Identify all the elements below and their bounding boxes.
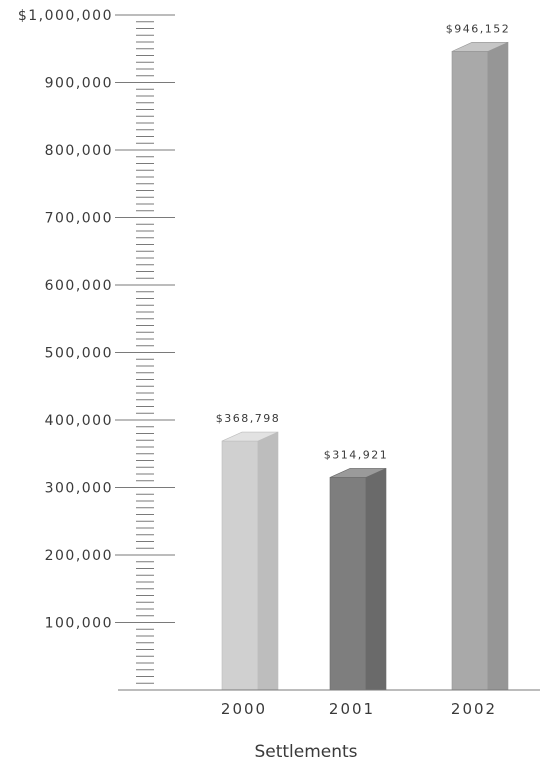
bar-front [329,477,367,691]
bar-2002 [451,41,509,691]
bar-side [257,431,279,691]
bar-value-label: $368,798 [216,412,281,425]
bar-2000 [221,431,279,691]
bar-top [451,42,509,52]
y-tick-label: $1,000,000 [18,8,113,24]
bars [221,41,509,691]
y-tick-label: 500,000 [45,346,113,362]
x-axis-tick-labels: 2000 2001 2002 [221,700,497,718]
y-axis-major-ticks [115,14,175,623]
bar-side [365,467,387,691]
y-tick-label: 300,000 [45,481,113,497]
y-tick-label: 800,000 [45,143,113,159]
bar-value-label: $946,152 [446,22,511,35]
bar-top [329,468,387,478]
bar-2001 [329,467,387,691]
x-tick-label: 2000 [221,700,267,718]
y-tick-label: 700,000 [45,211,113,227]
x-tick-label: 2002 [451,700,497,718]
y-axis-minor-ticks [136,21,154,684]
y-tick-label: 400,000 [45,413,113,429]
bar-value-label: $314,921 [324,448,389,461]
bar-top [221,431,279,442]
x-axis-title: Settlements [254,742,357,762]
x-tick-label: 2001 [329,700,375,718]
bar-side [487,41,509,691]
y-tick-label: 900,000 [45,76,113,92]
y-tick-label: 100,000 [45,616,113,632]
bar-value-labels: $368,798 $314,921 $946,152 [216,22,511,461]
y-tick-label: 200,000 [45,548,113,564]
bar-front [221,440,259,691]
y-axis-tick-labels: 100,000 200,000 300,000 400,000 500,000 600,0… [18,8,113,632]
bar-front [451,51,489,691]
y-tick-label: 600,000 [45,278,113,294]
